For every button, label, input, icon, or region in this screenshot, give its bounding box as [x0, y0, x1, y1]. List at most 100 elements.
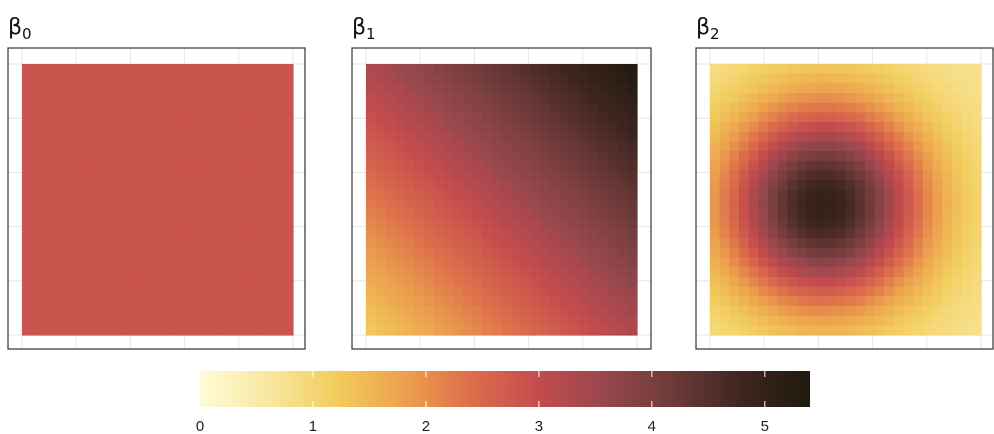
heatmap-cell [922, 151, 934, 162]
heatmap-cell [942, 228, 953, 239]
heatmap-cell [855, 286, 866, 297]
heatmap-cell [511, 296, 522, 307]
heatmap-cell [491, 325, 503, 336]
heatmap-cell [768, 122, 779, 133]
heatmap-cell [147, 238, 159, 249]
heatmap-cell [816, 228, 827, 239]
heatmap-cell [273, 170, 284, 181]
heatmap-cell [491, 170, 503, 181]
heatmap-cell [893, 209, 905, 220]
heatmap-cell [254, 247, 265, 259]
heatmap-cell [60, 112, 71, 123]
heatmap-cell [768, 93, 779, 104]
heatmap-cell [244, 83, 255, 94]
heatmap-cell [366, 228, 377, 239]
heatmap-cell [366, 247, 377, 259]
heatmap-cell [530, 93, 541, 104]
heatmap-cell [598, 170, 609, 181]
heatmap-cell [710, 122, 721, 133]
heatmap-cell [806, 102, 818, 113]
heatmap-cell [186, 257, 197, 268]
heatmap-cell [549, 286, 561, 297]
heatmap-cell [404, 83, 415, 94]
heatmap-cell [176, 228, 188, 239]
heatmap-cell [472, 102, 483, 113]
heatmap-cell [273, 325, 284, 336]
heatmap-cell [874, 247, 885, 259]
heatmap-cell [89, 141, 101, 152]
heatmap-cell [482, 267, 493, 278]
heatmap-cell [433, 170, 445, 181]
heatmap-cell [205, 267, 217, 278]
heatmap-cell [922, 141, 934, 152]
heatmap-cell [627, 64, 638, 75]
heatmap-cell [366, 170, 377, 181]
heatmap-cell [961, 64, 972, 75]
heatmap-cell [60, 209, 71, 220]
heatmap-cell [520, 93, 532, 104]
heatmap-cell [404, 122, 415, 133]
heatmap-cell [903, 170, 914, 181]
panel-beta1: β1 [351, 15, 652, 350]
heatmap-cell [31, 73, 42, 84]
heatmap-cell [462, 131, 474, 143]
heatmap-cell [855, 238, 866, 249]
heatmap-cell [51, 296, 62, 307]
heatmap-cell [186, 102, 197, 113]
heatmap-cell [366, 325, 377, 336]
heatmap-cell [797, 180, 808, 191]
heatmap-cell [826, 122, 837, 133]
heatmap-cell [961, 160, 972, 172]
heatmap-cell [758, 296, 769, 307]
heatmap-cell [385, 209, 396, 220]
heatmap-cell [758, 102, 769, 113]
heatmap-cell [60, 122, 71, 133]
heatmap-cell [385, 276, 396, 288]
heatmap-cell [520, 189, 532, 201]
heatmap-cell [41, 218, 52, 230]
heatmap-cell [51, 122, 62, 133]
heatmap-cell [768, 296, 779, 307]
heatmap-cell [118, 151, 130, 162]
heatmap-cell [540, 276, 551, 288]
heatmap-cell [501, 93, 512, 104]
heatmap-cell [118, 131, 130, 143]
heatmap-cell [942, 199, 953, 210]
heatmap-cell [70, 73, 81, 84]
heatmap-cell [748, 73, 759, 84]
heatmap-cell [433, 102, 445, 113]
heatmap-cell [961, 73, 972, 84]
heatmap-cell [89, 325, 101, 336]
heatmap-cell [739, 315, 750, 326]
heatmap-cell [617, 305, 628, 317]
heatmap-cell [719, 151, 730, 162]
heatmap-cell [138, 93, 149, 104]
heatmap-cell [627, 257, 638, 268]
heatmap-cell [942, 102, 953, 113]
heatmap-cell [80, 296, 91, 307]
heatmap-cell [482, 276, 493, 288]
heatmap-cell [942, 160, 953, 172]
heatmap-cell [215, 93, 226, 104]
heatmap-cell [167, 189, 178, 201]
heatmap-cell [520, 218, 532, 230]
heatmap-cell [60, 64, 71, 75]
heatmap-cell [138, 257, 149, 268]
heatmap-cell [254, 122, 265, 133]
heatmap-cell [244, 160, 255, 172]
heatmap-cell [777, 209, 789, 220]
heatmap-cell [491, 228, 503, 239]
heatmap-cell [443, 238, 454, 249]
heatmap-cell [932, 93, 943, 104]
heatmap-cell [569, 160, 580, 172]
heatmap-cell [617, 238, 628, 249]
heatmap-cell [273, 122, 284, 133]
heatmap-cell [607, 238, 619, 249]
heatmap-cell [729, 189, 740, 201]
heatmap-cell [884, 131, 895, 143]
heatmap-cell [511, 131, 522, 143]
heatmap-cell [884, 315, 895, 326]
heatmap-cell [283, 160, 294, 172]
heatmap-cell [777, 247, 789, 259]
heatmap-cell [70, 238, 81, 249]
